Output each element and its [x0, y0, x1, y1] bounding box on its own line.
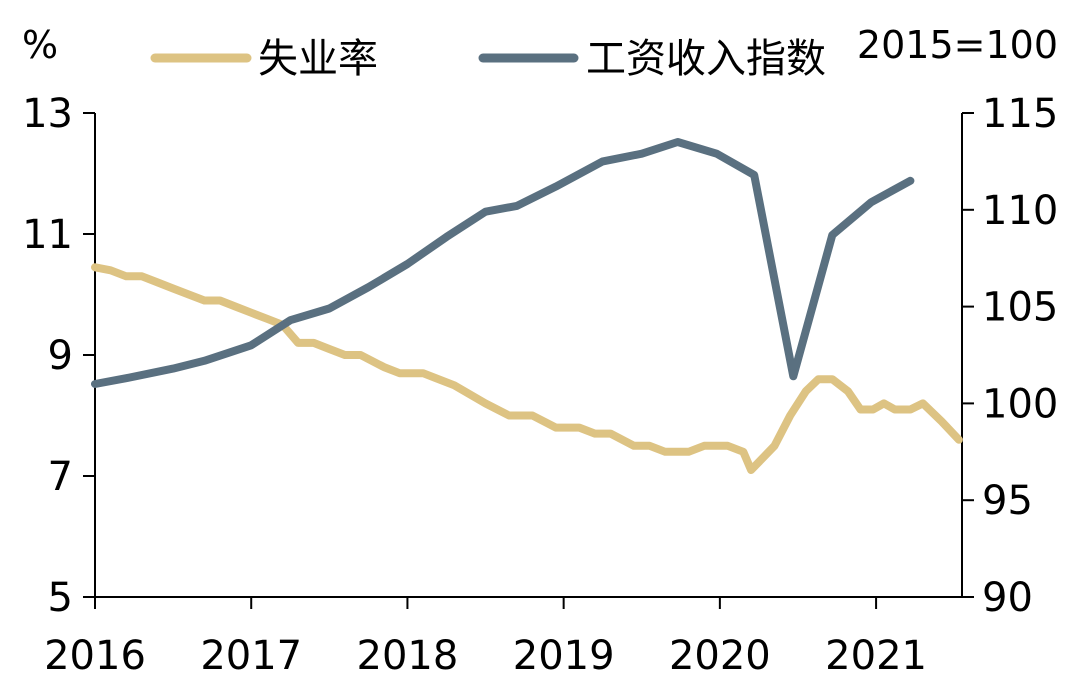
left-tick-label: 11	[22, 212, 73, 258]
right-tick-label: 95	[982, 478, 1033, 524]
right-axis-unit: 2015=100	[857, 23, 1058, 67]
left-tick-label: 5	[48, 575, 73, 621]
left-tick-label: 7	[48, 454, 73, 500]
series-line-unemployment	[91, 263, 963, 474]
legend: 失业率 工资收入指数	[150, 36, 826, 82]
series-line-wage-index	[91, 138, 915, 388]
right-tick-label: 100	[982, 381, 1058, 427]
x-tick-label: 2020	[669, 633, 771, 679]
series-layer	[91, 138, 963, 474]
right-tick-label: 105	[982, 285, 1058, 331]
right-tick-label: 110	[982, 188, 1058, 234]
x-tick-label: 2021	[825, 633, 927, 679]
left-tick-label: 13	[22, 91, 73, 137]
x-tick-label: 2019	[513, 633, 615, 679]
left-axis-unit: %	[22, 23, 58, 67]
right-axis-ticks: 90 95 100 105 110 115	[962, 91, 1058, 621]
x-tick-label: 2016	[44, 633, 146, 679]
right-tick-label: 115	[982, 91, 1058, 137]
legend-label-wage-index: 工资收入指数	[586, 36, 826, 82]
x-tick-label: 2017	[200, 633, 302, 679]
x-tick-label: 2018	[357, 633, 459, 679]
legend-label-unemployment: 失业率	[258, 36, 378, 82]
x-axis-ticks: 2016 2017 2018 2019 2020 2021	[44, 597, 927, 679]
left-axis-ticks: 5 7 9 11 13	[22, 91, 95, 621]
left-tick-label: 9	[48, 333, 73, 379]
right-tick-label: 90	[982, 575, 1033, 621]
